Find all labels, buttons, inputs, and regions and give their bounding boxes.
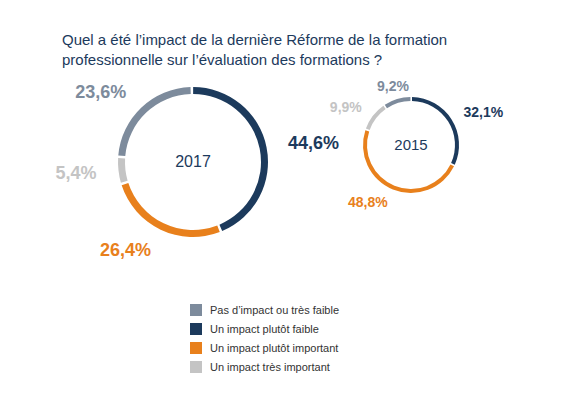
svg-text:32,1%: 32,1% [463,104,503,120]
svg-text:26,4%: 26,4% [100,240,151,260]
svg-text:44,6%: 44,6% [288,133,339,153]
html-text:Quel a été l’impact de la dern: Quel a été l’impact de la dernière Réfor… [62,31,448,68]
svg-text:5,4%: 5,4% [56,163,97,183]
html-text:Un impact très important: Un impact très important [210,360,330,373]
svg-text:48,8%: 48,8% [348,194,388,210]
html-text:2015: 2015 [394,136,428,153]
html-text:Un impact plutôt important: Un impact plutôt important [210,341,339,354]
svg-text:23,6%: 23,6% [75,82,126,102]
html-text:Pas d’impact ou très faible: Pas d’impact ou très faible [210,303,339,316]
html-text:Un impact plutôt faible: Un impact plutôt faible [210,322,319,335]
svg-text:9,2%: 9,2% [377,78,409,94]
html-text:2017: 2017 [175,153,211,171]
svg-text:9,9%: 9,9% [330,99,362,115]
